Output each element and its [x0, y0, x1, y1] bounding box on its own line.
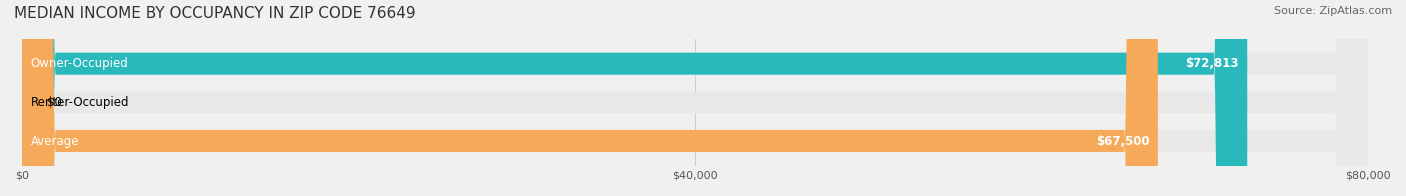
Text: Source: ZipAtlas.com: Source: ZipAtlas.com	[1274, 6, 1392, 16]
FancyBboxPatch shape	[22, 0, 1368, 196]
Text: Average: Average	[31, 134, 79, 148]
FancyBboxPatch shape	[22, 0, 1247, 196]
Text: Renter-Occupied: Renter-Occupied	[31, 96, 129, 109]
Text: $72,813: $72,813	[1185, 57, 1239, 70]
Text: $0: $0	[48, 96, 62, 109]
Text: Owner-Occupied: Owner-Occupied	[31, 57, 128, 70]
FancyBboxPatch shape	[22, 0, 1159, 196]
FancyBboxPatch shape	[22, 0, 1368, 196]
FancyBboxPatch shape	[22, 0, 1368, 196]
Text: MEDIAN INCOME BY OCCUPANCY IN ZIP CODE 76649: MEDIAN INCOME BY OCCUPANCY IN ZIP CODE 7…	[14, 6, 416, 21]
Text: $67,500: $67,500	[1095, 134, 1150, 148]
